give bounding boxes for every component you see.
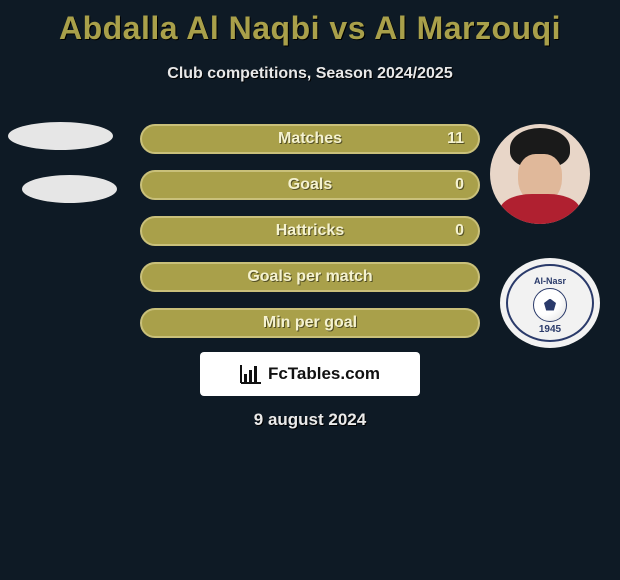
stat-label: Goals per match: [142, 268, 478, 286]
stat-bar-goals-per-match: Goals per match: [140, 262, 480, 292]
stat-label: Min per goal: [142, 314, 478, 332]
stat-value: 11: [447, 130, 464, 148]
stat-value: 0: [455, 176, 464, 194]
stats-bars: Matches 11 Goals 0 Hattricks 0 Goals per…: [140, 124, 480, 354]
soccer-ball-icon: [533, 288, 567, 322]
stat-bar-hattricks: Hattricks 0: [140, 216, 480, 246]
stat-label: Goals: [142, 176, 478, 194]
club-badge: Al-Nasr 1945: [500, 258, 600, 348]
stat-label: Matches: [142, 130, 478, 148]
stat-bar-matches: Matches 11: [140, 124, 480, 154]
subtitle: Club competitions, Season 2024/2025: [0, 65, 620, 83]
player-left-avatar-placeholder-2: [22, 175, 117, 203]
date-text: 9 august 2024: [0, 410, 620, 430]
stat-value: 0: [455, 222, 464, 240]
page-title: Abdalla Al Naqbi vs Al Marzouqi: [0, 0, 620, 47]
stat-label: Hattricks: [142, 222, 478, 240]
stat-bar-min-per-goal: Min per goal: [140, 308, 480, 338]
fctables-watermark: FcTables.com: [200, 352, 420, 396]
bar-chart-icon: [240, 364, 262, 384]
player-right-avatar: [490, 124, 590, 224]
player-left-avatar-placeholder-1: [8, 122, 113, 150]
stat-bar-goals: Goals 0: [140, 170, 480, 200]
fctables-text: FcTables.com: [268, 364, 380, 384]
